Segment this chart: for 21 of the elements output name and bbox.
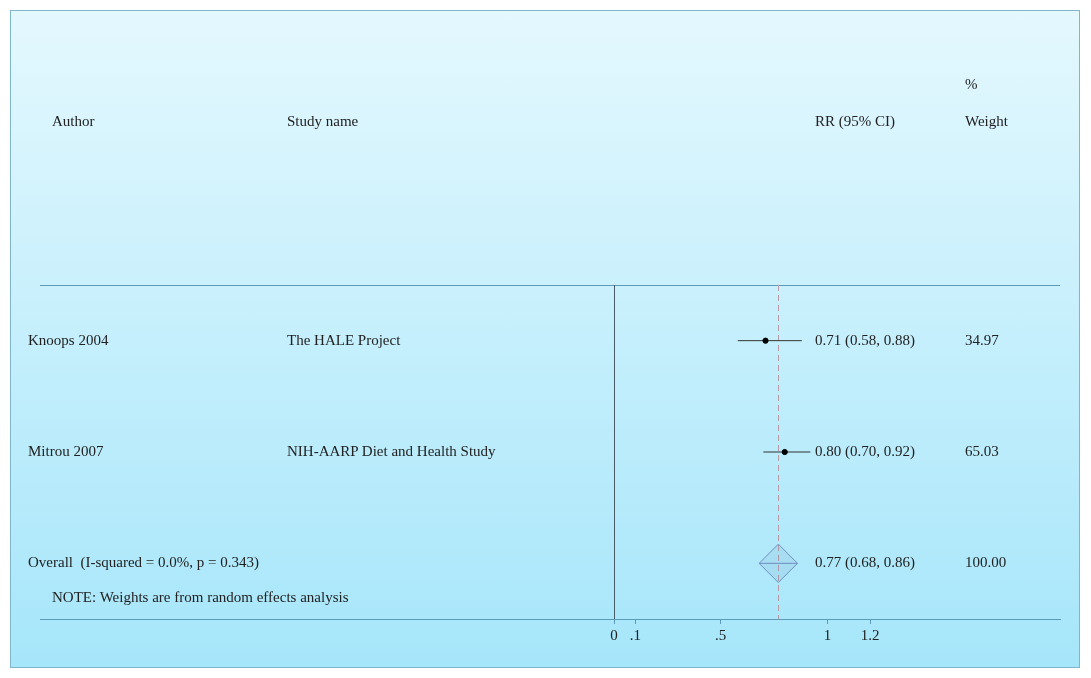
data-label: 0.71 (0.58, 0.88): [815, 331, 915, 349]
x-tick-label: 1: [823, 626, 832, 643]
x-tick-label: .5: [715, 626, 727, 643]
annotation: 65.03: [965, 442, 999, 459]
x-tick-label: .1: [629, 626, 641, 643]
x-tick-label: 1.2: [860, 626, 880, 643]
text: Author: [52, 112, 95, 129]
x-tick-label: 0: [610, 626, 618, 643]
data-label: 0.77 (0.68, 0.86): [815, 554, 915, 572]
annotation: NOTE: Weights are from random effects analysis: [52, 588, 349, 605]
annotation: NIH-AARP Diet and Health Study: [287, 442, 497, 459]
annotation: The HALE Project: [287, 331, 402, 348]
text: Study name: [287, 112, 359, 129]
text: RR (95% CI): [815, 112, 895, 130]
text: % Weight: [965, 75, 1008, 129]
y-tick-label: Overall (I-squared = 0.0%, p = 0.343): [28, 554, 260, 572]
data-label: 0.80 (0.70, 0.92): [815, 442, 915, 460]
annotation: 100.00: [965, 554, 1007, 571]
annotation: 34.97: [965, 331, 1000, 348]
y-tick-label: Knoops 2004: [28, 331, 109, 348]
y-tick-label: Mitrou 2007: [28, 442, 104, 459]
